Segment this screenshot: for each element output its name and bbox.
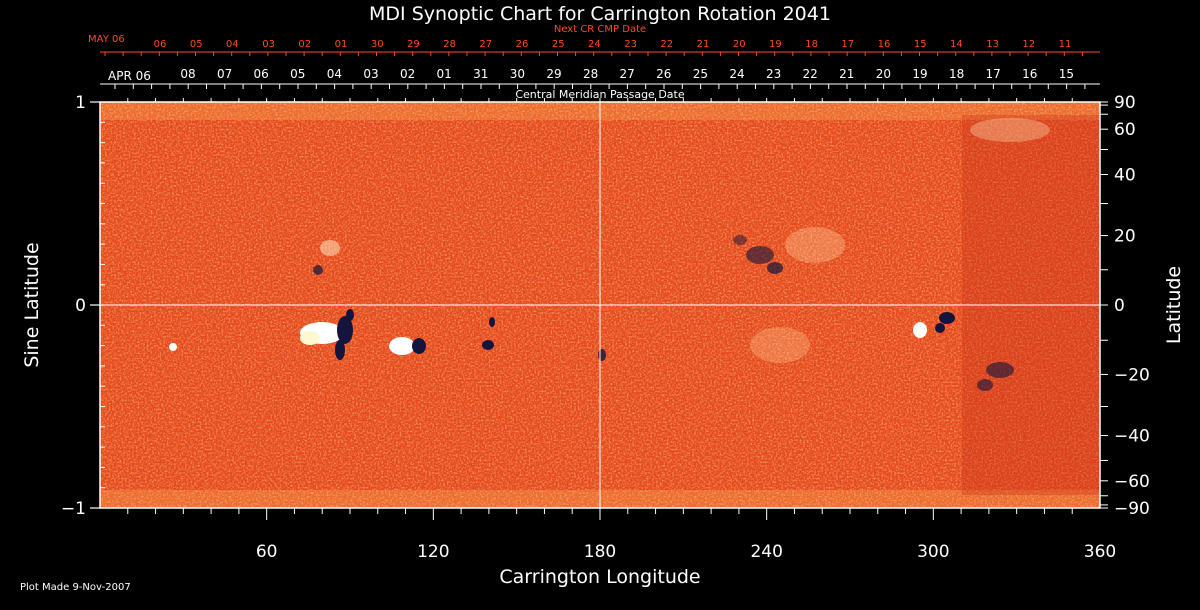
cmp-start: APR 06 — [108, 69, 151, 83]
cmp-day-label: 17 — [986, 67, 1001, 81]
cmp-day-label: 16 — [1022, 67, 1037, 81]
next-cmp-day-label: 15 — [914, 39, 927, 50]
cmp-day-label: 30 — [510, 67, 525, 81]
next-cmp-day-label: 25 — [552, 39, 565, 50]
next-cmp-day-label: 18 — [805, 39, 818, 50]
cmp-axis: APR 06 08 07 06 05 04 03 02 01 31 30 29 28 27 26 25 24 2… — [100, 67, 1100, 101]
cmp-day-label: 27 — [620, 67, 635, 81]
next-cmp-day-label: 22 — [660, 39, 673, 50]
x-tick-label: 240 — [750, 542, 782, 562]
cmp-day-label: 01 — [437, 67, 452, 81]
cmp-day-label: 03 — [363, 67, 378, 81]
next-cmp-day-label: 04 — [226, 39, 239, 50]
y-left-tick-label: 1 — [75, 93, 86, 113]
y-axis-left-label: Sine Latitude — [21, 242, 43, 367]
cmp-day-label: 23 — [766, 67, 781, 81]
next-cmp-day-label: 11 — [1059, 39, 1072, 50]
cmp-day-label: 25 — [693, 67, 708, 81]
next-cmp-day-label: 28 — [443, 39, 456, 50]
next-cmp-label: Next CR CMP Date — [554, 24, 646, 35]
plot-made-footer: Plot Made 9-Nov-2007 — [20, 582, 131, 593]
active-region-3 — [913, 312, 955, 338]
magnetogram-field — [100, 102, 1100, 508]
y-axis-right-label: Latitude — [1163, 266, 1185, 344]
next-cmp-day-label: 13 — [986, 39, 999, 50]
next-cmp-day-label: 26 — [516, 39, 529, 50]
x-tick-label: 60 — [256, 542, 278, 562]
y-right-tick-label: 40 — [1114, 166, 1136, 186]
y-left-tick-label: −1 — [61, 499, 86, 519]
cmp-day-label: 31 — [473, 67, 488, 81]
next-cmp-day-label: 14 — [950, 39, 963, 50]
y-axis-right: 90 60 40 20 0 −20 −40 −60 −90 — [1100, 93, 1150, 519]
y-right-tick-label: 0 — [1114, 296, 1125, 316]
next-cmp-day-label: 24 — [588, 39, 601, 50]
x-tick-label: 120 — [417, 542, 449, 562]
cmp-day-label: 08 — [180, 67, 195, 81]
x-tick-label: 300 — [917, 542, 949, 562]
cmp-day-label: 28 — [583, 67, 598, 81]
next-cmp-day-label: 03 — [262, 39, 275, 50]
cmp-day-label: 06 — [254, 67, 269, 81]
y-right-tick-label: 20 — [1114, 227, 1136, 247]
next-cmp-day-label: 21 — [697, 39, 710, 50]
cmp-day-label: 05 — [290, 67, 305, 81]
y-axis-left: 1 0 −1 — [61, 93, 105, 519]
next-cmp-day-label: 23 — [624, 39, 637, 50]
next-cmp-day-label: 20 — [733, 39, 746, 50]
cmp-day-label: 04 — [327, 67, 342, 81]
next-cmp-day-label: 16 — [878, 39, 891, 50]
cmp-label: Central Meridian Passage Date — [515, 88, 684, 101]
cmp-day-label: 15 — [1059, 67, 1074, 81]
x-tick-label: 180 — [584, 542, 616, 562]
active-region-2 — [389, 337, 426, 355]
cmp-day-label: 19 — [912, 67, 927, 81]
next-cmp-day-label: 01 — [335, 39, 348, 50]
next-cmp-day-label: 06 — [154, 39, 167, 50]
y-right-tick-label: 90 — [1114, 93, 1136, 113]
next-cmp-day-label: 12 — [1022, 39, 1035, 50]
y-right-tick-label: −20 — [1114, 365, 1150, 385]
next-cmp-day-label: 19 — [769, 39, 782, 50]
y-right-tick-label: −90 — [1114, 499, 1150, 519]
next-cmp-day-label: 30 — [371, 39, 384, 50]
cmp-day-label: 22 — [803, 67, 818, 81]
cmp-day-label: 26 — [656, 67, 671, 81]
next-cmp-day-label: 17 — [841, 39, 854, 50]
next-cmp-day-label: 02 — [298, 39, 311, 50]
cmp-day-label: 21 — [839, 67, 854, 81]
y-right-tick-label: 60 — [1114, 120, 1136, 140]
chart-title: MDI Synoptic Chart for Carrington Rotati… — [369, 3, 831, 25]
x-axis-label: Carrington Longitude — [499, 566, 700, 588]
cmp-day-label: 29 — [546, 67, 561, 81]
x-axis: 60 120 180 240 300 360 — [127, 98, 1116, 562]
small-features — [169, 118, 1050, 391]
y-right-tick-label: −40 — [1114, 426, 1150, 446]
x-tick-label: 360 — [1084, 542, 1116, 562]
cmp-day-label: 07 — [217, 67, 232, 81]
y-right-tick-label: −60 — [1114, 472, 1150, 492]
cmp-day-label: 18 — [949, 67, 964, 81]
next-cmp-day-label: 27 — [479, 39, 492, 50]
cmp-day-label: 20 — [876, 67, 891, 81]
y-left-tick-label: 0 — [75, 296, 86, 316]
next-cmp-day-label: 05 — [190, 39, 203, 50]
next-cmp-start: MAY 06 — [88, 34, 125, 45]
next-cmp-axis: Next CR CMP Date MAY 06 06 05 04 03 02 01 30 29… — [88, 24, 1100, 56]
cmp-day-label: 24 — [729, 67, 744, 81]
next-cmp-day-label: 29 — [407, 39, 420, 50]
cmp-day-label: 02 — [400, 67, 415, 81]
active-region-1 — [300, 309, 354, 360]
